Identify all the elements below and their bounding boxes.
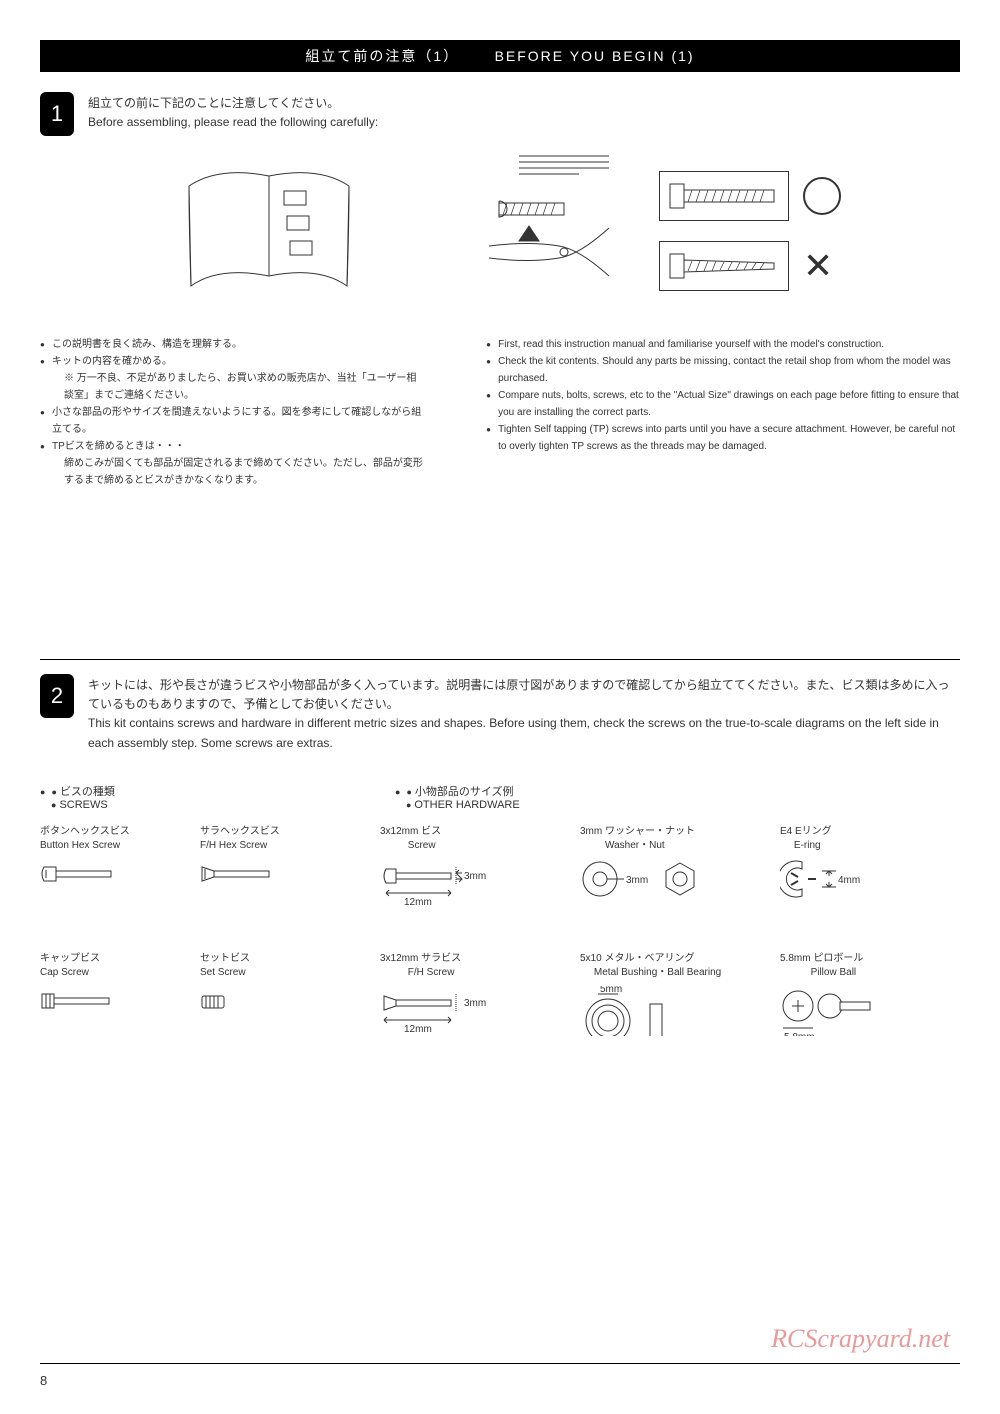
step-2-jp: キットには、形や長さが違うビスや小物部品が多く入っています。説明書には原寸図があ… <box>88 676 960 714</box>
svg-text:12mm: 12mm <box>404 1024 432 1035</box>
step-1-jp: 組立ての前に下記のことに注意してください。 <box>88 94 378 113</box>
footer-line <box>40 1363 960 1364</box>
bullet-columns: この説明書を良く読み、構造を理解する。 キットの内容を確かめる。 ※ 万一不良、… <box>40 336 960 489</box>
svg-text:5mm: 5mm <box>600 986 622 995</box>
header-jp: 組立て前の注意（1） <box>305 48 459 64</box>
bullet-jp-1: キットの内容を確かめる。 <box>40 353 426 370</box>
header-en: BEFORE YOU BEGIN (1) <box>495 48 695 64</box>
washer-nut-icon: 3mm <box>580 859 730 909</box>
other-hardware-grid: 3x12mm ビス Screw 3mm 12mm 3mm ワッシャー・ナット <box>380 825 960 1039</box>
screws-header: ビスの種類 SCREWS <box>40 783 115 811</box>
bullet-jp-3: 小さな部品の形やサイズを間違えないようにする。図を参考にして確認しながら組立てる… <box>40 404 426 438</box>
divider <box>40 659 960 660</box>
bullets-jp: この説明書を良く読み、構造を理解する。 キットの内容を確かめる。 ※ 万一不良、… <box>40 336 426 489</box>
bushing-bearing: 5x10 メタル・ベアリング Metal Bushing・Ball Bearin… <box>580 952 760 1039</box>
button-hex-screw-icon <box>40 859 120 909</box>
fh-hex-screw-icon <box>200 859 280 909</box>
e-ring-icon: 4mm <box>780 859 900 909</box>
svg-text:3mm: 3mm <box>464 998 486 1009</box>
screws-grid: ボタンヘックスビスButton Hex Screw サラヘックスビスF/H He… <box>40 825 340 1039</box>
page-number: 8 <box>40 1373 47 1388</box>
screws-en: SCREWS <box>51 799 108 811</box>
screw-correct-icon <box>659 171 789 221</box>
svg-text:5.8mm: 5.8mm <box>784 1032 815 1036</box>
cap-screw-icon <box>40 986 120 1036</box>
svg-text:3mm: 3mm <box>626 875 648 886</box>
step-1-number: 1 <box>40 92 74 136</box>
svg-text:4mm: 4mm <box>838 875 860 886</box>
manual-illustration <box>159 146 379 316</box>
step-2-number: 2 <box>40 674 74 718</box>
step-2-en: This kit contains screws and hardware in… <box>88 714 960 752</box>
washer-nut: 3mm ワッシャー・ナット Washer・Nut 3mm <box>580 825 760 912</box>
other-jp: 小物部品のサイズ例 <box>406 786 513 798</box>
cap-screw: キャップビスCap Screw <box>40 952 180 1039</box>
correct-wrong-column: ✕ <box>659 171 841 291</box>
fh-screw-icon: 3mm 12mm <box>380 986 500 1036</box>
bullet-en-3: Tighten Self tapping (TP) screws into pa… <box>486 421 960 455</box>
bullet-en-1: Check the kit contents. Should any parts… <box>486 353 960 387</box>
other-header: 小物部品のサイズ例 OTHER HARDWARE <box>395 783 520 811</box>
svg-text:3mm: 3mm <box>464 871 486 882</box>
step-2: 2 キットには、形や長さが違うビスや小物部品が多く入っています。説明書には原寸図… <box>40 674 960 753</box>
svg-text:12mm: 12mm <box>404 897 432 908</box>
bullet-jp-4: TPビスを締めるときは・・・ <box>40 438 426 455</box>
hardware-headers: ビスの種類 SCREWS 小物部品のサイズ例 OTHER HARDWARE <box>40 783 960 811</box>
screw-3x12: 3x12mm ビス Screw 3mm 12mm <box>380 825 560 912</box>
set-screw: セットビスSet Screw <box>200 952 340 1039</box>
button-hex-screw: ボタンヘックスビスButton Hex Screw <box>40 825 180 912</box>
watermark: RCScrapyard.net <box>771 1324 950 1354</box>
section-header: 組立て前の注意（1） BEFORE YOU BEGIN (1) <box>40 40 960 72</box>
bullet-en-2: Compare nuts, bolts, screws, etc to the … <box>486 387 960 421</box>
other-en: OTHER HARDWARE <box>406 799 520 811</box>
wrong-symbol-icon: ✕ <box>803 248 833 284</box>
bullet-jp-2: ※ 万一不良、不足がありましたら、お買い求めの販売店か、当社「ユーザー相談室」ま… <box>40 370 426 404</box>
screw-wrong-icon <box>659 241 789 291</box>
bullet-en-0: First, read this instruction manual and … <box>486 336 960 353</box>
pillow-ball-icon: 5.8mm <box>780 986 900 1036</box>
fh-hex-screw: サラヘックスビスF/H Hex Screw <box>200 825 340 912</box>
illustration-row: ✕ <box>40 146 960 316</box>
pillow-ball: 5.8mm ピロボール Pillow Ball 5.8mm <box>780 952 960 1039</box>
screw-pliers-illustration <box>429 146 629 316</box>
bullet-jp-0: この説明書を良く読み、構造を理解する。 <box>40 336 426 353</box>
hardware-section: ビスの種類 SCREWS 小物部品のサイズ例 OTHER HARDWARE ボタ… <box>40 783 960 1039</box>
screws-jp: ビスの種類 <box>52 786 115 798</box>
step-1-text: 組立ての前に下記のことに注意してください。 Before assembling,… <box>88 92 378 136</box>
e-ring: E4 Eリング E-ring 4mm <box>780 825 960 912</box>
set-screw-icon <box>200 986 240 1036</box>
fh-screw-3x12: 3x12mm サラビス F/H Screw 3mm 12mm <box>380 952 560 1039</box>
bushing-icon: 5mm 10mm <box>580 986 720 1036</box>
step-1-en: Before assembling, please read the follo… <box>88 113 378 132</box>
bullets-en: First, read this instruction manual and … <box>486 336 960 489</box>
step-2-text: キットには、形や長さが違うビスや小物部品が多く入っています。説明書には原寸図があ… <box>88 674 960 753</box>
screw-3x12-icon: 3mm 12mm <box>380 859 500 909</box>
step-1: 1 組立ての前に下記のことに注意してください。 Before assemblin… <box>40 92 960 136</box>
correct-symbol-icon <box>803 177 841 215</box>
bullet-jp-5: 締めこみが固くても部品が固定されるまで締めてください。ただし、部品が変形するまで… <box>40 455 426 489</box>
